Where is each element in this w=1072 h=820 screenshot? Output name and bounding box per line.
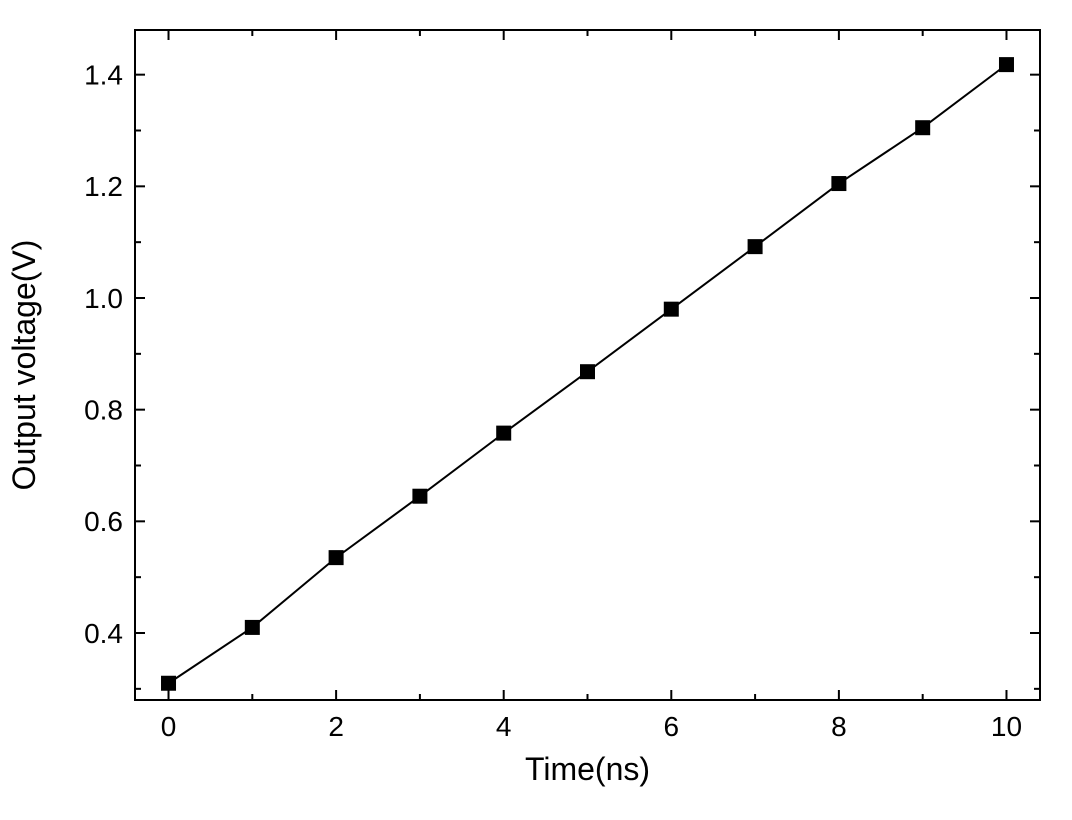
series-marker	[497, 426, 511, 440]
y-axis-label: Output voltage(V)	[6, 240, 42, 491]
series-marker	[832, 177, 846, 191]
series-marker	[748, 240, 762, 254]
output-voltage-chart: 0 2 4 6 8 10 0.4 0.6 0.8 1.0 1.2 1.4 Time(ns) Output …	[0, 0, 1072, 820]
series-marker	[916, 121, 930, 135]
y-tick-label: 1.0	[84, 283, 123, 314]
y-tick-label: 0.8	[84, 394, 123, 425]
x-tick-label: 0	[161, 711, 177, 742]
series-marker	[581, 365, 595, 379]
x-tick-label: 8	[831, 711, 847, 742]
x-tick-label: 4	[496, 711, 512, 742]
chart-svg: 0 2 4 6 8 10 0.4 0.6 0.8 1.0 1.2 1.4 Time(ns) Output …	[0, 0, 1072, 820]
y-tick-label: 0.4	[84, 618, 123, 649]
x-axis-label: Time(ns)	[525, 751, 650, 787]
series-marker	[329, 551, 343, 565]
x-tick-label: 2	[328, 711, 344, 742]
series-marker	[245, 620, 259, 634]
series-marker	[664, 302, 678, 316]
y-tick-label: 0.6	[84, 506, 123, 537]
series-marker	[162, 676, 176, 690]
x-tick-label: 10	[991, 711, 1022, 742]
series-marker	[413, 489, 427, 503]
y-tick-label: 1.4	[84, 59, 123, 90]
x-tick-label: 6	[664, 711, 680, 742]
y-tick-label: 1.2	[84, 171, 123, 202]
series-marker	[999, 58, 1013, 72]
